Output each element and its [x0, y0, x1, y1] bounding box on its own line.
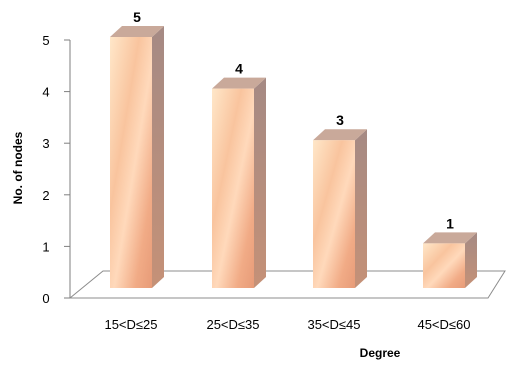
- bar-top: [313, 129, 367, 141]
- bar: [212, 77, 266, 288]
- bar-front: [423, 243, 465, 288]
- y-axis-label: No. of nodes: [11, 131, 25, 204]
- category-labels: 15<D≤25 25<D≤35 35<D≤45 45<D≤60: [104, 317, 470, 332]
- x-axis-label: Degree: [360, 346, 401, 360]
- bar-front: [110, 37, 152, 288]
- bar-front: [212, 88, 254, 288]
- bar-side: [152, 26, 164, 288]
- bars: [110, 26, 477, 288]
- y-tick-label: 0: [42, 291, 49, 306]
- floor-plane: [68, 270, 506, 299]
- y-axis-ticks: 0 1 2 3 4 5: [42, 33, 70, 306]
- bar-side: [465, 232, 477, 288]
- bar-top: [212, 77, 266, 89]
- data-labels: 5 4 3 1: [133, 9, 454, 231]
- category-label: 15<D≤25: [104, 317, 157, 332]
- data-label: 1: [446, 215, 454, 231]
- y-tick-label: 3: [42, 136, 49, 151]
- y-tick-label: 4: [42, 85, 49, 100]
- bar-side: [355, 129, 367, 288]
- plot-frame: [68, 40, 506, 299]
- category-label: 45<D≤60: [417, 317, 470, 332]
- bar: [423, 232, 477, 288]
- category-label: 35<D≤45: [307, 317, 360, 332]
- data-label: 4: [235, 61, 243, 77]
- y-tick-label: 5: [42, 33, 49, 48]
- y-tick-label: 2: [42, 188, 49, 203]
- bar-top: [423, 232, 477, 244]
- bar: [313, 129, 367, 288]
- category-label: 25<D≤35: [206, 317, 259, 332]
- data-label: 3: [336, 112, 344, 128]
- bar: [110, 26, 164, 288]
- y-tick-label: 1: [42, 239, 49, 254]
- bar-side: [254, 77, 266, 288]
- data-label: 5: [133, 9, 141, 25]
- bar-top: [110, 26, 164, 37]
- bar-front: [313, 140, 355, 288]
